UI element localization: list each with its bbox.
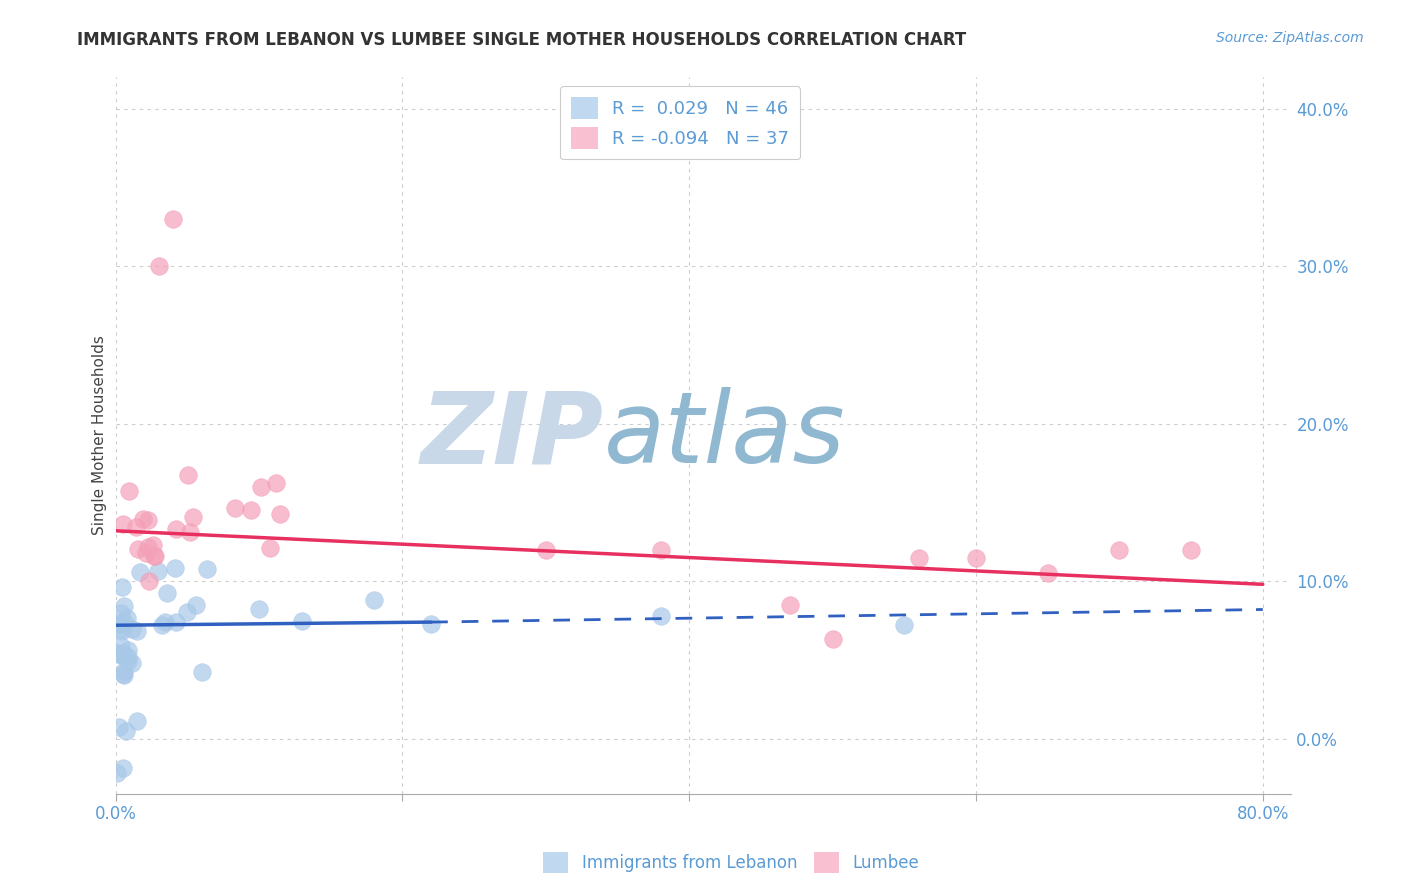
Point [148,260,170,274]
Point [127,541,149,556]
Legend: Immigrants from Lebanon, Lumbee: Immigrants from Lebanon, Lumbee [537,846,925,880]
Point [264,476,287,491]
Point [156,585,179,599]
Point [269,507,291,521]
Point [1036,566,1059,581]
Point [118,483,141,498]
Point [821,632,844,647]
Point [1180,542,1202,557]
Point [117,654,139,668]
Point [114,616,136,631]
Point [650,542,672,557]
Point [240,503,263,517]
Point [165,522,187,536]
Point [112,760,135,774]
Point [111,624,134,639]
Text: ZIP: ZIP [420,387,603,484]
Point [110,607,132,621]
Point [420,616,443,631]
Point [112,664,135,678]
Point [650,608,672,623]
Text: atlas: atlas [603,387,845,484]
Point [165,561,187,575]
Point [111,580,134,594]
Point [224,501,246,516]
Point [111,667,134,681]
Point [136,540,159,554]
Point [142,549,165,563]
Point [111,516,134,531]
Point [150,617,173,632]
Point [112,667,135,681]
Y-axis label: Single Mother Households: Single Mother Households [93,335,107,535]
Point [111,646,134,660]
Point [110,648,132,663]
Point [181,510,204,524]
Point [143,549,166,563]
Point [155,615,177,630]
Point [110,639,132,653]
Point [115,610,138,624]
Point [121,656,143,670]
Point [191,665,214,679]
Point [105,766,128,780]
Point [112,599,135,614]
Point [184,599,207,613]
Point [250,480,273,494]
Point [117,650,139,665]
Legend: R =  0.029   N = 46, R = -0.094   N = 37: R = 0.029 N = 46, R = -0.094 N = 37 [560,87,800,160]
Text: IMMIGRANTS FROM LEBANON VS LUMBEE SINGLE MOTHER HOUSEHOLDS CORRELATION CHART: IMMIGRANTS FROM LEBANON VS LUMBEE SINGLE… [77,31,966,49]
Point [291,614,314,628]
Point [107,646,129,660]
Point [110,622,132,636]
Point [108,720,131,734]
Point [1108,542,1130,557]
Point [108,616,131,631]
Text: Source: ZipAtlas.com: Source: ZipAtlas.com [1216,31,1364,45]
Point [125,520,148,534]
Point [165,615,187,629]
Point [142,538,165,552]
Point [177,468,200,483]
Point [115,724,138,739]
Point [136,512,159,526]
Point [108,648,131,662]
Point [176,606,198,620]
Point [121,622,143,636]
Point [110,617,132,632]
Point [534,542,557,557]
Point [138,574,160,589]
Point [363,593,385,607]
Point [907,550,929,565]
Point [117,643,139,657]
Point [146,564,169,578]
Point [129,566,152,580]
Point [162,212,184,227]
Point [965,550,987,565]
Point [132,511,155,525]
Point [127,714,149,729]
Point [108,647,131,661]
Point [259,541,281,555]
Point [135,546,157,560]
Point [125,624,148,638]
Point [247,602,270,616]
Point [195,561,218,575]
Point [779,598,801,612]
Point [179,524,201,539]
Point [893,618,915,632]
